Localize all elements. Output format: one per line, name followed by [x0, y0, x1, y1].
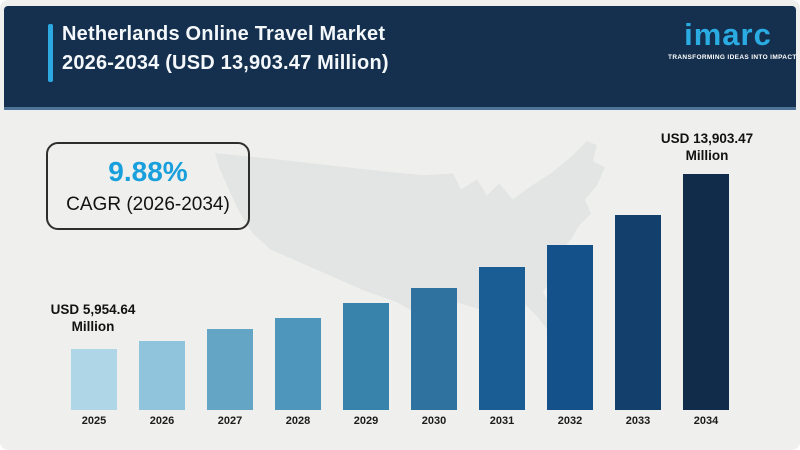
x-tick-2028: 2028	[285, 415, 311, 427]
bar-2031: 2031	[479, 267, 525, 427]
bar-2028: 2028	[275, 318, 321, 427]
title-accent-bar	[48, 24, 53, 82]
start-value-line1: USD 5,954.64	[50, 302, 136, 317]
cagr-value: 9.88%	[108, 156, 188, 187]
x-tick-2026: 2026	[149, 415, 175, 427]
bar-2026: 2026	[139, 341, 185, 427]
usa-map-path	[215, 141, 605, 363]
x-tick-2029: 2029	[353, 415, 379, 427]
end-value-label: USD 13,903.47 Million	[637, 130, 777, 164]
brand-tagline: TRANSFORMING IDEAS INTO IMPACT	[668, 54, 797, 61]
cagr-label: CAGR (2026-2034)	[66, 194, 230, 215]
bar-2034: 2034	[683, 174, 729, 427]
cagr-badge: 9.88% CAGR (2026-2034)	[46, 142, 250, 230]
bar-2025: 2025	[71, 349, 117, 427]
x-tick-2030: 2030	[421, 415, 447, 427]
bar-chart: 2025 2026 2027 2028 2029 2030 2031 2032 2033 2034	[71, 148, 731, 427]
x-tick-2031: 2031	[489, 415, 515, 427]
x-tick-2025: 2025	[81, 415, 107, 427]
x-tick-2034: 2034	[693, 415, 719, 427]
brand-wordmark: imarc	[684, 17, 772, 52]
imarc-logo: imarc TRANSFORMING IDEAS INTO IMPACT	[668, 17, 797, 62]
bar-2027: 2027	[207, 329, 253, 427]
end-value-line1: USD 13,903.47	[660, 131, 754, 146]
bar-2033: 2033	[615, 215, 661, 427]
start-value-label: USD 5,954.64 Million	[23, 301, 163, 335]
x-tick-2033: 2033	[625, 415, 651, 427]
bar-2030: 2030	[411, 288, 457, 427]
page-title-line1: Netherlands Online Travel Market	[62, 23, 386, 45]
bar-2032: 2032	[547, 245, 593, 427]
page-title: Netherlands Online Travel Market 2026-20…	[62, 20, 389, 78]
start-value-line2: Million	[71, 319, 115, 334]
usa-map-silhouette-icon	[215, 141, 605, 363]
bar-2029: 2029	[343, 303, 389, 427]
end-value-line2: Million	[685, 148, 729, 163]
header-banner: Netherlands Online Travel Market 2026-20…	[4, 6, 796, 110]
page-title-line2: 2026-2034 (USD 13,903.47 Million)	[62, 52, 389, 74]
x-tick-2032: 2032	[557, 415, 583, 427]
x-tick-2027: 2027	[217, 415, 243, 427]
